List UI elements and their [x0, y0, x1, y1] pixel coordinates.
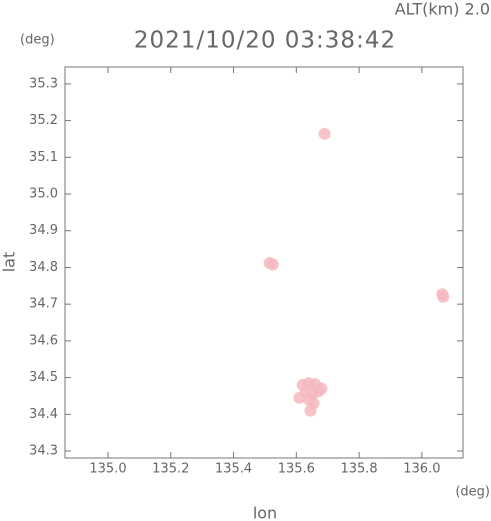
- x-tick-label: 136.0: [403, 462, 440, 477]
- echo-point: [293, 391, 306, 404]
- x-tick-label: 135.6: [278, 462, 315, 477]
- y-tick-label: 34.9: [29, 223, 58, 238]
- y-tick-label: 35.2: [29, 113, 58, 128]
- echo-point: [304, 404, 317, 417]
- y-tick-label: 34.6: [29, 333, 58, 348]
- y-tick-label: 34.4: [29, 407, 58, 422]
- x-unit: (deg): [455, 485, 490, 500]
- echo-point: [437, 290, 450, 303]
- y-tick-label: 34.7: [29, 297, 58, 312]
- y-unit: (deg): [20, 33, 55, 48]
- echo-point: [312, 385, 325, 398]
- echo-point: [266, 258, 279, 271]
- y-tick-label: 34.8: [29, 260, 58, 275]
- x-tick-label: 135.0: [89, 462, 126, 477]
- y-axis-label: lat: [0, 252, 19, 273]
- y-tick-label: 35.0: [29, 187, 58, 202]
- x-tick-label: 135.8: [340, 462, 377, 477]
- plot-frame: [64, 66, 464, 459]
- y-tick-label: 34.5: [29, 370, 58, 385]
- subtitle: ALT(km) 2.0: [395, 0, 490, 19]
- y-tick-label: 35.3: [29, 76, 58, 91]
- y-tick-label: 34.3: [29, 444, 58, 459]
- y-tick-label: 35.1: [29, 150, 58, 165]
- echo-point: [318, 127, 331, 140]
- x-tick-label: 135.2: [152, 462, 189, 477]
- chart-title: 2021/10/20 03:38:42: [134, 28, 396, 54]
- x-tick-label: 135.4: [215, 462, 252, 477]
- x-axis-label: lon: [253, 504, 277, 521]
